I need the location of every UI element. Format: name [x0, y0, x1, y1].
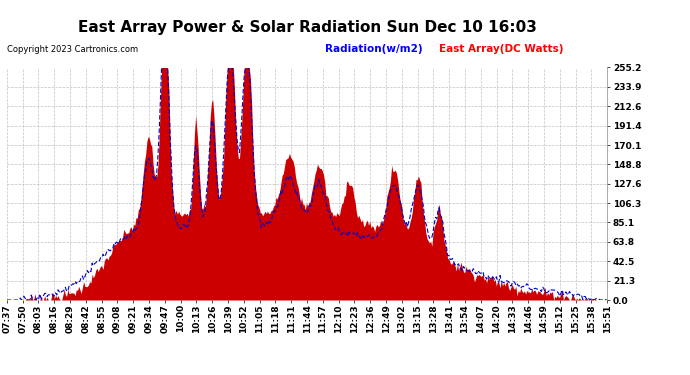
Text: Copyright 2023 Cartronics.com: Copyright 2023 Cartronics.com: [7, 45, 138, 54]
Text: East Array(DC Watts): East Array(DC Watts): [439, 44, 564, 54]
Text: East Array Power & Solar Radiation Sun Dec 10 16:03: East Array Power & Solar Radiation Sun D…: [77, 20, 537, 35]
Text: Radiation(w/m2): Radiation(w/m2): [325, 44, 423, 54]
